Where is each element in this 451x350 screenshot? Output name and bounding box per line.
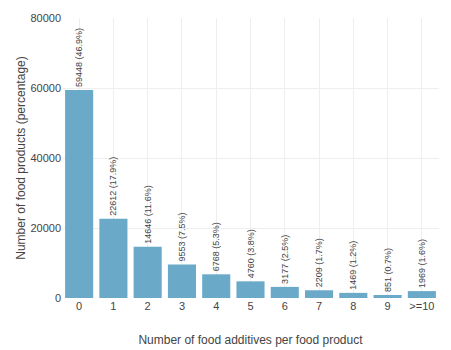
svg-text:80000: 80000 — [30, 12, 61, 24]
svg-text:59448 (46.9%): 59448 (46.9%) — [74, 28, 84, 87]
svg-text:40000: 40000 — [30, 152, 61, 164]
svg-text:0: 0 — [76, 300, 82, 312]
svg-text:4: 4 — [213, 300, 219, 312]
svg-text:1969 (1.6%): 1969 (1.6%) — [417, 239, 427, 288]
svg-text:2: 2 — [145, 300, 151, 312]
svg-text:2209 (1.7%): 2209 (1.7%) — [314, 238, 324, 287]
svg-text:0: 0 — [55, 292, 61, 304]
svg-text:6768 (5.3%): 6768 (5.3%) — [211, 222, 221, 271]
svg-text:4760 (3.8%): 4760 (3.8%) — [246, 229, 256, 278]
svg-text:7: 7 — [316, 300, 322, 312]
svg-text:9553 (7.5%): 9553 (7.5%) — [177, 213, 187, 262]
svg-text:14646 (11.6%): 14646 (11.6%) — [143, 185, 153, 243]
svg-text:3: 3 — [179, 300, 185, 312]
svg-text:22612 (17.9%): 22612 (17.9%) — [108, 157, 118, 216]
svg-text:60000: 60000 — [30, 82, 61, 94]
svg-text:Number of food additives per f: Number of food additives per food produc… — [138, 333, 363, 347]
svg-text:20000: 20000 — [30, 222, 61, 234]
svg-text:3177 (2.5%): 3177 (2.5%) — [280, 235, 290, 284]
svg-text:6: 6 — [282, 300, 288, 312]
svg-text:5: 5 — [247, 300, 253, 312]
svg-text:851 (0.7%): 851 (0.7%) — [383, 248, 393, 292]
svg-text:8: 8 — [350, 300, 356, 312]
svg-text:Number of food products (perce: Number of food products (percentage) — [14, 56, 28, 259]
svg-text:1469 (1.2%): 1469 (1.2%) — [348, 241, 358, 290]
svg-text:>=10: >=10 — [409, 300, 434, 312]
svg-text:1: 1 — [110, 300, 116, 312]
svg-text:9: 9 — [385, 300, 391, 312]
